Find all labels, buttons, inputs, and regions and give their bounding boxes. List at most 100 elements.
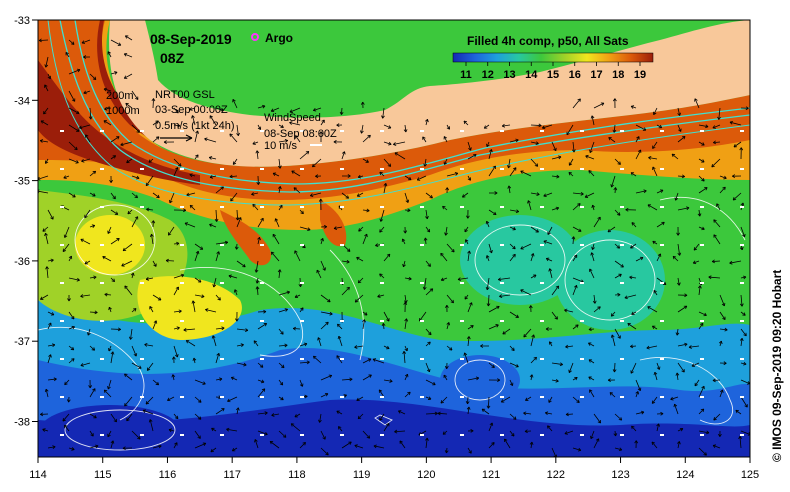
current-arrow-icon: [545, 257, 553, 262]
current-arrow-icon: [215, 294, 221, 301]
wind-arrow-icon: [220, 244, 224, 246]
current-arrow-icon: [299, 442, 306, 449]
current-arrow-icon: [675, 328, 680, 336]
wind-arrow-icon: [380, 244, 384, 246]
current-arrow-icon: [656, 253, 662, 262]
current-arrow-icon: [215, 240, 229, 245]
current-arrow-icon: [614, 447, 623, 452]
current-arrow-icon: [278, 290, 290, 296]
current-arrow-icon: [173, 107, 179, 114]
current-arrow-icon: [631, 222, 637, 228]
wind-arrow-icon: [180, 168, 184, 170]
current-arrow-icon: [631, 311, 637, 315]
current-arrow-icon: [739, 337, 744, 347]
current-arrow-icon: [698, 430, 710, 435]
current-arrow-icon: [173, 123, 181, 128]
wind-arrow-icon: [300, 130, 304, 132]
current-arrow-icon: [404, 373, 409, 381]
current-arrow-icon: [47, 445, 56, 450]
current-arrow-icon: [509, 243, 516, 250]
current-arrow-icon: [372, 358, 385, 364]
current-arrow-icon: [523, 328, 532, 338]
current-arrow-icon: [68, 107, 80, 115]
current-arrow-icon: [47, 354, 52, 364]
wind-arrow-icon: [740, 396, 744, 398]
current-arrow-icon: [333, 226, 343, 230]
current-arrow-icon: [235, 209, 240, 221]
wind-arrow-icon: [420, 434, 424, 436]
current-arrow-icon: [151, 98, 156, 109]
current-arrow-icon: [81, 39, 91, 44]
current-arrow-icon: [320, 311, 333, 316]
wind-arrow-icon: [660, 320, 664, 322]
wind-arrow-icon: [340, 206, 344, 208]
current-arrow-icon: [593, 216, 601, 228]
current-arrow-icon: [486, 294, 491, 307]
wind-arrow-icon: [420, 244, 424, 246]
current-arrow-icon: [729, 260, 742, 265]
current-arrow-icon: [278, 362, 285, 369]
current-arrow-icon: [545, 327, 553, 331]
current-arrow-icon: [354, 294, 364, 303]
wind-arrow-icon: [740, 358, 744, 360]
current-arrow-icon: [656, 124, 663, 129]
map-date: 08-Sep-2019: [150, 31, 232, 47]
current-arrow-icon: [315, 174, 322, 179]
wind-arrow-icon: [740, 434, 744, 436]
wind-arrow-icon: [700, 244, 704, 246]
current-arrow-icon: [44, 232, 49, 245]
wind-arrow-icon: [700, 358, 704, 360]
current-arrow-icon: [318, 413, 322, 423]
current-arrow-icon: [215, 352, 221, 364]
current-arrow-icon: [256, 175, 261, 185]
current-arrow-icon: [572, 284, 578, 296]
wind-arrow-icon: [420, 396, 424, 398]
current-arrow-icon: [425, 118, 429, 126]
current-arrow-icon: [194, 250, 200, 262]
current-arrow-icon: [446, 124, 450, 130]
current-arrow-icon: [320, 294, 331, 303]
current-arrow-icon: [612, 98, 617, 109]
x-tick-label: 122: [547, 469, 565, 481]
current-arrow-icon: [423, 158, 428, 167]
wind-arrow-icon: [260, 206, 264, 208]
wind-arrow-icon: [100, 206, 104, 208]
current-arrow-icon: [442, 205, 448, 211]
current-arrow-icon: [68, 447, 75, 451]
current-arrow-icon: [467, 429, 474, 433]
current-arrow-icon: [146, 362, 154, 371]
current-arrow-icon: [235, 311, 239, 322]
wind-arrow-icon: [220, 396, 224, 398]
wind-arrow-icon: [580, 282, 584, 284]
current-arrow-icon: [500, 396, 511, 403]
current-arrow-icon: [440, 252, 448, 262]
current-arrow-icon: [257, 411, 268, 415]
current-arrow-icon: [42, 428, 49, 432]
current-arrow-icon: [44, 388, 49, 398]
current-arrow-icon: [68, 141, 78, 151]
wind-arrow-icon: [140, 396, 144, 398]
current-arrow-icon: [148, 158, 154, 163]
current-arrow-icon: [357, 174, 364, 179]
current-arrow-icon: [194, 442, 207, 449]
current-arrow-icon: [354, 345, 364, 349]
current-arrow-icon: [656, 423, 660, 432]
colorbar-tick-label: 11: [460, 69, 472, 81]
x-tick-label: 120: [417, 469, 435, 481]
wind-arrow-icon: [580, 168, 584, 170]
wind-arrow-icon: [140, 244, 144, 246]
wind-arrow-icon: [100, 130, 104, 132]
current-arrow-icon: [719, 186, 726, 194]
current-arrow-icon: [320, 119, 325, 126]
wind-arrow-icon: [100, 320, 104, 322]
current-arrow-icon: [362, 233, 368, 245]
current-arrow-icon: [656, 362, 661, 370]
wind-arrow-icon: [620, 358, 624, 360]
current-arrow-icon: [465, 209, 470, 219]
current-arrow-icon: [341, 174, 351, 178]
current-arrow-icon: [488, 165, 496, 177]
current-arrow-icon: [486, 141, 490, 148]
current-arrow-icon: [145, 396, 154, 405]
current-arrow-icon: [507, 158, 511, 169]
current-arrow-icon: [694, 379, 700, 387]
